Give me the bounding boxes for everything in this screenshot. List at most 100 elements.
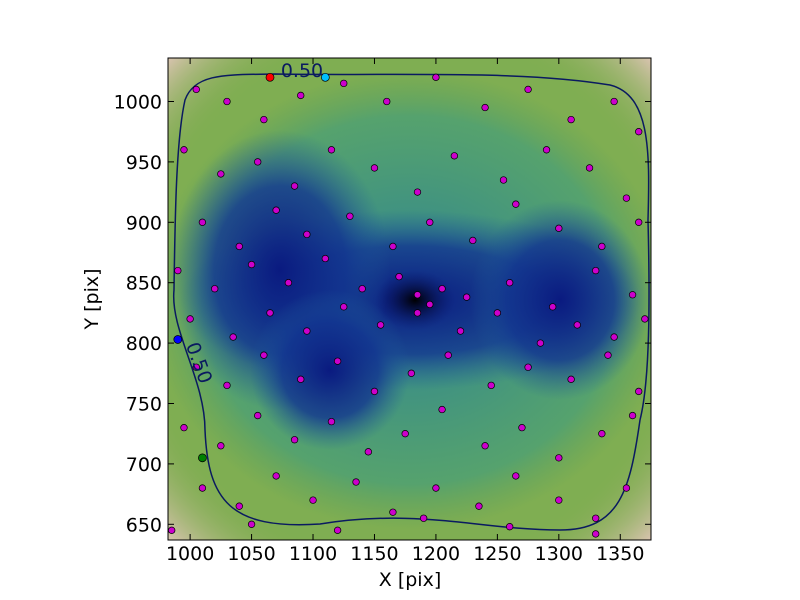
point	[444, 351, 452, 359]
point	[180, 146, 188, 154]
special-point	[320, 72, 330, 82]
x-tick-label: 1000	[166, 543, 214, 565]
point	[555, 496, 563, 504]
point	[432, 484, 440, 492]
point	[573, 321, 581, 329]
x-tick-label: 1150	[350, 543, 398, 565]
point	[272, 206, 280, 214]
point	[168, 526, 176, 534]
point	[223, 97, 231, 106]
point	[407, 369, 415, 377]
point	[370, 164, 379, 172]
point	[475, 502, 483, 510]
point	[549, 303, 557, 311]
point	[247, 260, 256, 269]
point	[192, 85, 200, 94]
x-tick-label: 1050	[227, 543, 275, 565]
y-tick-label: 800	[126, 333, 162, 355]
point	[272, 472, 280, 480]
point	[598, 430, 606, 438]
point	[628, 411, 637, 420]
point	[592, 514, 600, 522]
plot-frame	[167, 57, 652, 541]
point	[346, 212, 354, 220]
point	[333, 357, 342, 365]
point	[266, 309, 274, 317]
point	[174, 266, 182, 275]
x-tick-label: 1350	[596, 543, 644, 565]
point	[186, 315, 194, 323]
point	[358, 285, 366, 293]
y-tick-label: 950	[126, 152, 162, 174]
point	[352, 478, 360, 486]
point	[303, 327, 311, 335]
point	[610, 97, 618, 106]
point	[297, 375, 305, 383]
point	[610, 333, 618, 341]
point	[622, 484, 631, 492]
point	[426, 300, 434, 309]
point	[542, 146, 551, 154]
point	[598, 242, 606, 251]
special-point	[265, 72, 275, 82]
point	[376, 321, 385, 329]
point	[370, 387, 379, 396]
point	[229, 333, 237, 341]
point	[622, 194, 631, 202]
point	[192, 363, 200, 371]
y-tick-label: 900	[126, 212, 162, 234]
point	[389, 508, 397, 516]
point	[333, 526, 342, 534]
point	[506, 523, 514, 531]
point	[303, 230, 311, 239]
point	[481, 442, 489, 450]
point	[198, 218, 207, 226]
point	[512, 200, 520, 208]
point	[481, 103, 489, 112]
point	[395, 273, 403, 281]
point	[438, 405, 446, 414]
point	[635, 128, 643, 136]
point	[327, 146, 336, 154]
point	[567, 375, 575, 383]
point	[260, 351, 268, 359]
point	[419, 514, 428, 522]
point	[536, 339, 545, 347]
point	[592, 266, 600, 275]
point	[254, 411, 262, 420]
y-tick-label: 700	[126, 454, 162, 476]
point	[635, 218, 643, 226]
point	[290, 182, 299, 190]
contour	[172, 73, 650, 531]
y-tick-label: 850	[126, 273, 162, 295]
point	[450, 152, 459, 160]
point	[364, 448, 372, 456]
point	[635, 387, 643, 396]
point	[284, 279, 293, 287]
point	[235, 242, 243, 251]
point	[604, 351, 612, 359]
point	[198, 484, 207, 492]
point	[555, 224, 563, 232]
point	[413, 291, 422, 299]
special-point	[198, 453, 207, 463]
point	[555, 454, 563, 462]
point	[340, 303, 348, 311]
point	[524, 363, 532, 371]
point	[432, 73, 440, 81]
point	[260, 115, 268, 124]
point	[438, 285, 446, 293]
point	[585, 164, 594, 172]
point	[383, 97, 391, 106]
point	[413, 188, 422, 196]
point	[518, 424, 526, 432]
point	[217, 170, 225, 178]
special-point	[173, 335, 183, 344]
point	[628, 291, 637, 299]
point	[297, 91, 305, 100]
point	[254, 158, 262, 166]
point	[413, 309, 422, 317]
x-tick-label: 1300	[535, 543, 583, 565]
point	[426, 218, 434, 226]
y-axis-label: Y [pix]	[81, 268, 103, 330]
